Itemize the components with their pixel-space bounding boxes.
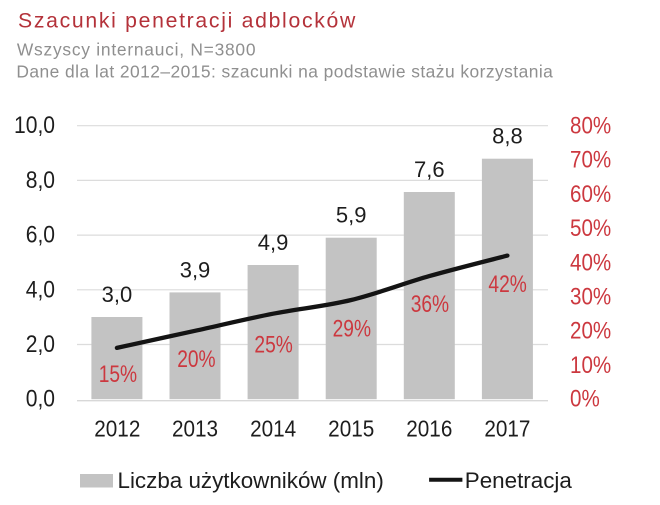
svg-text:6,0: 6,0 xyxy=(26,220,55,248)
svg-text:40%: 40% xyxy=(570,249,611,276)
svg-text:80%: 80% xyxy=(570,112,611,139)
svg-text:8,8: 8,8 xyxy=(492,124,523,149)
svg-text:15%: 15% xyxy=(99,360,137,388)
svg-text:10%: 10% xyxy=(570,351,611,378)
svg-text:30%: 30% xyxy=(570,283,611,310)
svg-text:20%: 20% xyxy=(177,345,215,373)
svg-text:0,0: 0,0 xyxy=(26,384,55,412)
svg-text:7,6: 7,6 xyxy=(414,157,445,182)
svg-text:2,0: 2,0 xyxy=(26,329,55,357)
svg-text:5,9: 5,9 xyxy=(336,203,367,228)
svg-text:2013: 2013 xyxy=(172,416,218,442)
svg-text:Wszyscy internauci, N=3800: Wszyscy internauci, N=3800 xyxy=(17,39,256,59)
svg-text:Dane dla lat 2012–2015: szacun: Dane dla lat 2012–2015: szacunki na pods… xyxy=(16,61,553,81)
svg-text:2012: 2012 xyxy=(94,416,140,442)
svg-text:60%: 60% xyxy=(570,180,611,207)
svg-text:2015: 2015 xyxy=(328,416,374,442)
svg-text:0%: 0% xyxy=(570,385,600,412)
svg-text:Penetracja: Penetracja xyxy=(465,468,573,493)
svg-text:2016: 2016 xyxy=(406,416,452,442)
svg-text:2014: 2014 xyxy=(250,416,296,442)
svg-text:50%: 50% xyxy=(570,214,611,241)
svg-text:70%: 70% xyxy=(570,146,611,173)
svg-text:3,0: 3,0 xyxy=(102,282,133,307)
svg-text:4,0: 4,0 xyxy=(26,275,55,303)
svg-text:3,9: 3,9 xyxy=(180,257,211,282)
svg-text:8,0: 8,0 xyxy=(26,165,55,193)
svg-text:42%: 42% xyxy=(488,270,526,298)
svg-text:25%: 25% xyxy=(254,330,292,358)
svg-text:Liczba użytkowników (mln): Liczba użytkowników (mln) xyxy=(118,468,384,493)
svg-text:36%: 36% xyxy=(411,290,449,318)
svg-text:20%: 20% xyxy=(570,317,611,344)
svg-text:29%: 29% xyxy=(333,314,371,342)
svg-text:4,9: 4,9 xyxy=(258,230,289,255)
svg-text:10,0: 10,0 xyxy=(14,111,55,139)
svg-text:2017: 2017 xyxy=(484,416,530,442)
svg-text:Szacunki penetracji adblocków: Szacunki penetracji adblocków xyxy=(18,10,357,33)
